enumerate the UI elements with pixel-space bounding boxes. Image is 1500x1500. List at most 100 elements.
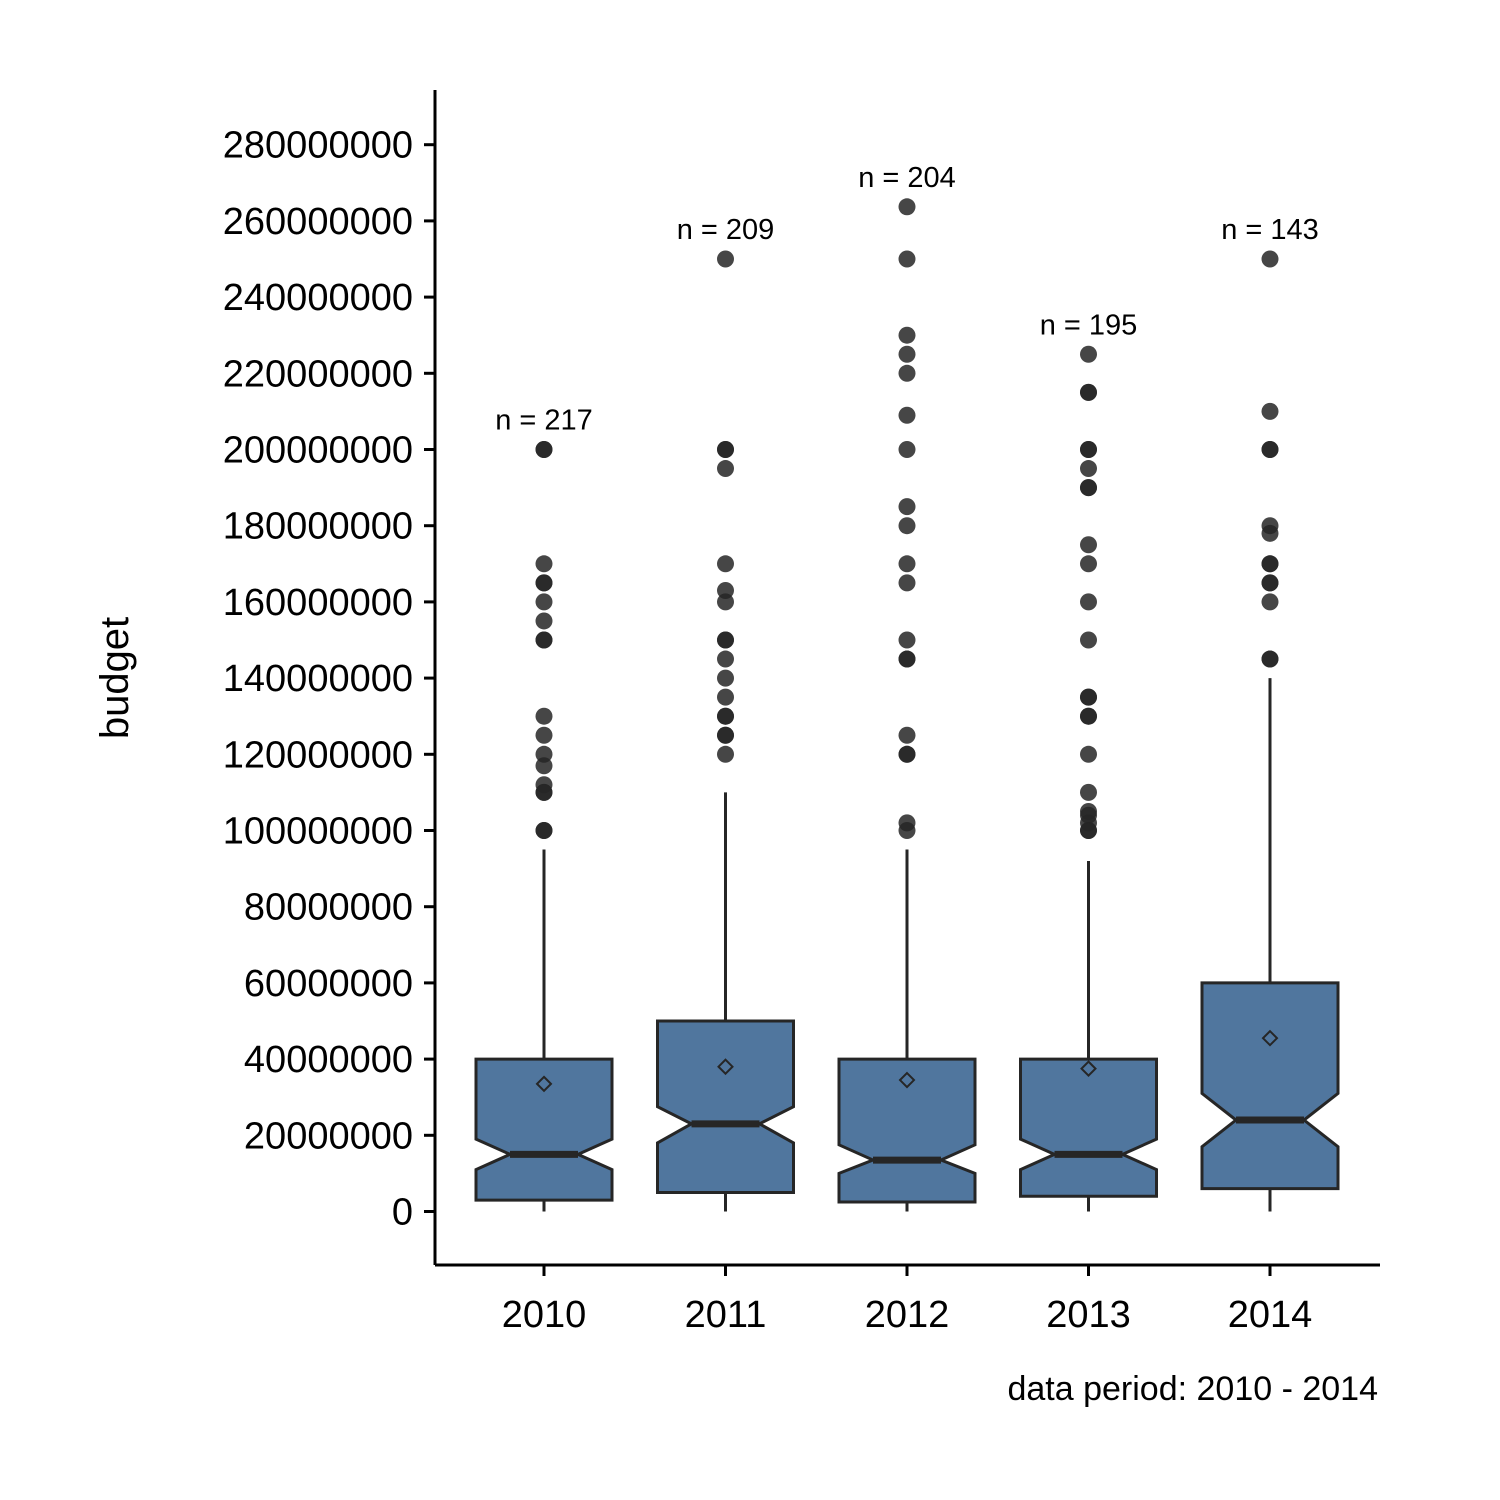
outlier-point [535, 593, 553, 611]
n-count-label: n = 195 [1040, 309, 1138, 341]
outlier-point [1080, 345, 1097, 363]
outlier-point [1261, 555, 1279, 573]
box-body [837, 1057, 977, 1204]
outlier-point [898, 326, 916, 344]
outlier-point [717, 460, 734, 478]
outlier-point [535, 776, 553, 794]
outlier-point [717, 441, 734, 458]
outlier-point [535, 441, 553, 458]
x-tick-label: 2012 [865, 1294, 950, 1336]
y-tick-label: 0 [392, 1192, 413, 1234]
outlier-point [1080, 460, 1097, 478]
outlier-point [1080, 383, 1097, 401]
outlier-point [717, 745, 734, 763]
y-tick-label: 20000000 [244, 1115, 413, 1157]
outlier-point [898, 574, 916, 592]
y-tick-label: 40000000 [244, 1039, 413, 1081]
n-count-label: n = 217 [495, 405, 593, 437]
outlier-point [535, 726, 553, 744]
outlier-point [1080, 555, 1097, 573]
mean-marker [1080, 1060, 1097, 1078]
y-tick-label: 180000000 [223, 506, 413, 548]
outlier-point [1261, 593, 1279, 611]
y-tick-label: 220000000 [223, 353, 413, 395]
outlier-point [898, 345, 916, 363]
y-tick-label: 200000000 [223, 430, 413, 472]
outlier-point [535, 612, 553, 630]
y-tick-label: 280000000 [223, 125, 413, 167]
outlier-point [1261, 441, 1279, 458]
y-tick-label: 260000000 [223, 201, 413, 243]
y-tick-label: 80000000 [244, 887, 413, 929]
mean-marker [535, 1075, 553, 1093]
outlier-point [717, 555, 734, 573]
mean-marker [898, 1071, 916, 1089]
chart-caption: data period: 2010 - 2014 [1007, 1370, 1378, 1408]
outlier-point [898, 555, 916, 573]
outlier-point [535, 707, 553, 725]
x-tick-label: 2014 [1228, 1294, 1313, 1336]
x-tick-label: 2011 [685, 1294, 767, 1336]
outlier-point [898, 406, 916, 424]
outlier-point [717, 250, 734, 268]
outlier-point [717, 688, 734, 706]
outlier-point [1080, 593, 1097, 611]
x-tick-label: 2013 [1046, 1294, 1131, 1336]
outlier-point [717, 707, 734, 725]
outlier-point [1080, 631, 1097, 649]
outlier-point [898, 498, 916, 516]
box-body [1019, 1057, 1158, 1198]
y-tick-label: 100000000 [223, 811, 413, 853]
outlier-point [1080, 479, 1097, 497]
outlier-point [1261, 650, 1279, 668]
n-count-label: n = 143 [1221, 214, 1319, 246]
outlier-point [1261, 250, 1279, 268]
outlier-point [898, 726, 916, 744]
box-body [656, 1019, 795, 1194]
outlier-point [535, 822, 553, 839]
outlier-point [1080, 783, 1097, 801]
outlier-point [898, 650, 916, 668]
box-body [1200, 981, 1340, 1191]
outlier-point [717, 726, 734, 744]
outlier-point [898, 814, 916, 832]
outlier-point [1080, 707, 1097, 725]
outlier-point [535, 574, 553, 592]
outlier-point [1261, 574, 1279, 592]
mean-marker [717, 1058, 734, 1076]
box-body [474, 1057, 614, 1202]
outlier-point [717, 669, 734, 687]
outlier-point [898, 250, 916, 268]
outlier-point [717, 631, 734, 649]
outlier-point [1261, 402, 1279, 420]
outlier-point [898, 198, 916, 216]
outlier-point [535, 745, 553, 763]
outlier-point [717, 581, 734, 599]
outlier-point [898, 745, 916, 763]
outlier-point [1080, 688, 1097, 706]
outlier-point [1080, 536, 1097, 554]
outlier-point [898, 631, 916, 649]
outlier-point [535, 631, 553, 649]
y-tick-label: 240000000 [223, 277, 413, 319]
y-tick-label: 160000000 [223, 582, 413, 624]
outlier-point [717, 650, 734, 668]
axes: 0 20000000 40000000 60000000 80000000 1000000… [223, 90, 1380, 1336]
n-count-label: n = 209 [677, 214, 775, 246]
outlier-point [898, 517, 916, 535]
mean-marker [1261, 1029, 1279, 1047]
outlier-point [1261, 517, 1279, 535]
y-axis-title: budget [93, 617, 137, 739]
x-tick-label: 2010 [502, 1294, 587, 1336]
plot-marks: n = 217 n = 209 n = 204 n = 195 n = 143 [474, 162, 1340, 1212]
outlier-point [1080, 441, 1097, 458]
outlier-point [1080, 745, 1097, 763]
outlier-point [898, 364, 916, 382]
y-tick-label: 60000000 [244, 963, 413, 1005]
y-tick-label: 140000000 [223, 658, 413, 700]
outlier-point [1080, 802, 1097, 820]
outlier-point [898, 441, 916, 458]
outlier-point [535, 555, 553, 573]
